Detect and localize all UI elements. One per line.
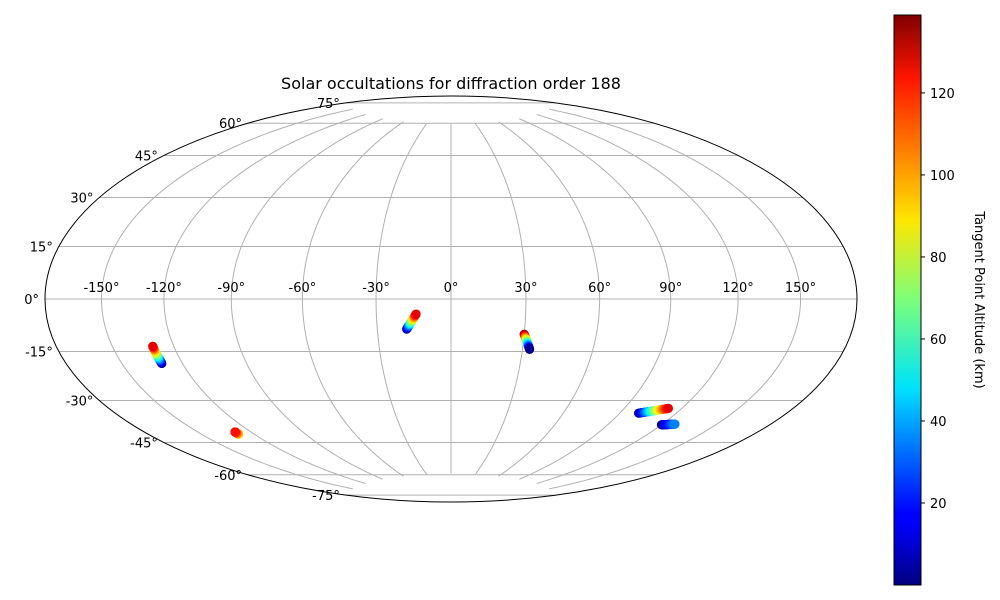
latitude-tick-label: -45° <box>130 437 158 452</box>
longitude-tick-label: 120° <box>722 281 753 296</box>
longitude-tick-label: -90° <box>217 281 245 296</box>
data-point <box>670 419 680 429</box>
latitude-tick-label: 60° <box>219 117 242 132</box>
data-point <box>411 309 421 319</box>
longitude-tick-label: 90° <box>659 281 682 296</box>
tick-labels: -150° -120° -90° -60° -30° 0° 30° 60° 90° 120° 150… <box>24 97 816 504</box>
data-point <box>663 403 674 413</box>
colorbar-label: Tangent Point Altitude (km) <box>971 210 986 388</box>
longitude-tick-label: 0° <box>444 281 459 296</box>
data-points <box>148 309 680 439</box>
data-point <box>524 344 535 354</box>
colorbar-tick-label: 40 <box>930 415 947 430</box>
longitude-tick-label: 150° <box>785 281 816 296</box>
colorbar-tick-label: 20 <box>930 497 947 512</box>
map-boundary <box>44 95 858 503</box>
latitude-tick-label: 30° <box>70 192 93 207</box>
colorbar-gradient <box>893 14 922 586</box>
colorbar-tick-label: 80 <box>930 251 947 266</box>
latitude-tick-label: -60° <box>214 469 242 484</box>
colorbar: 20 40 60 80 100 120 Tangent Point Altitude (k… <box>893 14 986 586</box>
latitude-tick-label: -15° <box>25 346 53 361</box>
latitude-tick-label: 15° <box>30 240 53 255</box>
longitude-tick-label: -150° <box>83 281 119 296</box>
colorbar-tick-label: 100 <box>930 169 955 184</box>
latitude-tick-label: -30° <box>66 395 94 410</box>
longitude-tick-label: -120° <box>146 281 182 296</box>
latitude-tick-label: 75° <box>317 97 340 112</box>
longitude-tick-label: -60° <box>289 281 317 296</box>
longitude-tick-label: 60° <box>588 281 611 296</box>
data-point <box>230 427 240 437</box>
longitude-tick-label: 30° <box>514 281 537 296</box>
colorbar-ticks: 20 40 60 80 100 120 <box>921 87 955 512</box>
longitude-tick-label: -30° <box>362 281 390 296</box>
data-point <box>148 341 158 351</box>
latitude-tick-label: 0° <box>24 293 39 308</box>
latitude-tick-label: 45° <box>135 149 158 164</box>
colorbar-tick-label: 120 <box>930 87 955 102</box>
colorbar-tick-label: 60 <box>930 333 947 348</box>
chart-title: Solar occultations for diffraction order… <box>281 74 621 93</box>
latitude-tick-label: -75° <box>312 489 340 504</box>
map-grid <box>44 95 858 503</box>
